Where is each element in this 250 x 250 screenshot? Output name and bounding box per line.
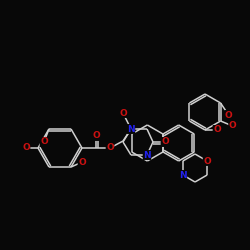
Text: O: O (161, 138, 169, 146)
Text: O: O (92, 132, 100, 140)
Text: O: O (225, 110, 232, 120)
Text: N: N (127, 124, 135, 134)
Text: O: O (203, 156, 211, 166)
Text: N: N (143, 150, 151, 160)
Text: O: O (40, 138, 48, 146)
Text: O: O (119, 108, 127, 118)
Text: O: O (106, 144, 114, 152)
Text: O: O (22, 144, 30, 152)
Text: O: O (213, 126, 221, 134)
Text: O: O (229, 122, 236, 130)
Text: O: O (78, 158, 86, 166)
Text: N: N (179, 170, 187, 179)
